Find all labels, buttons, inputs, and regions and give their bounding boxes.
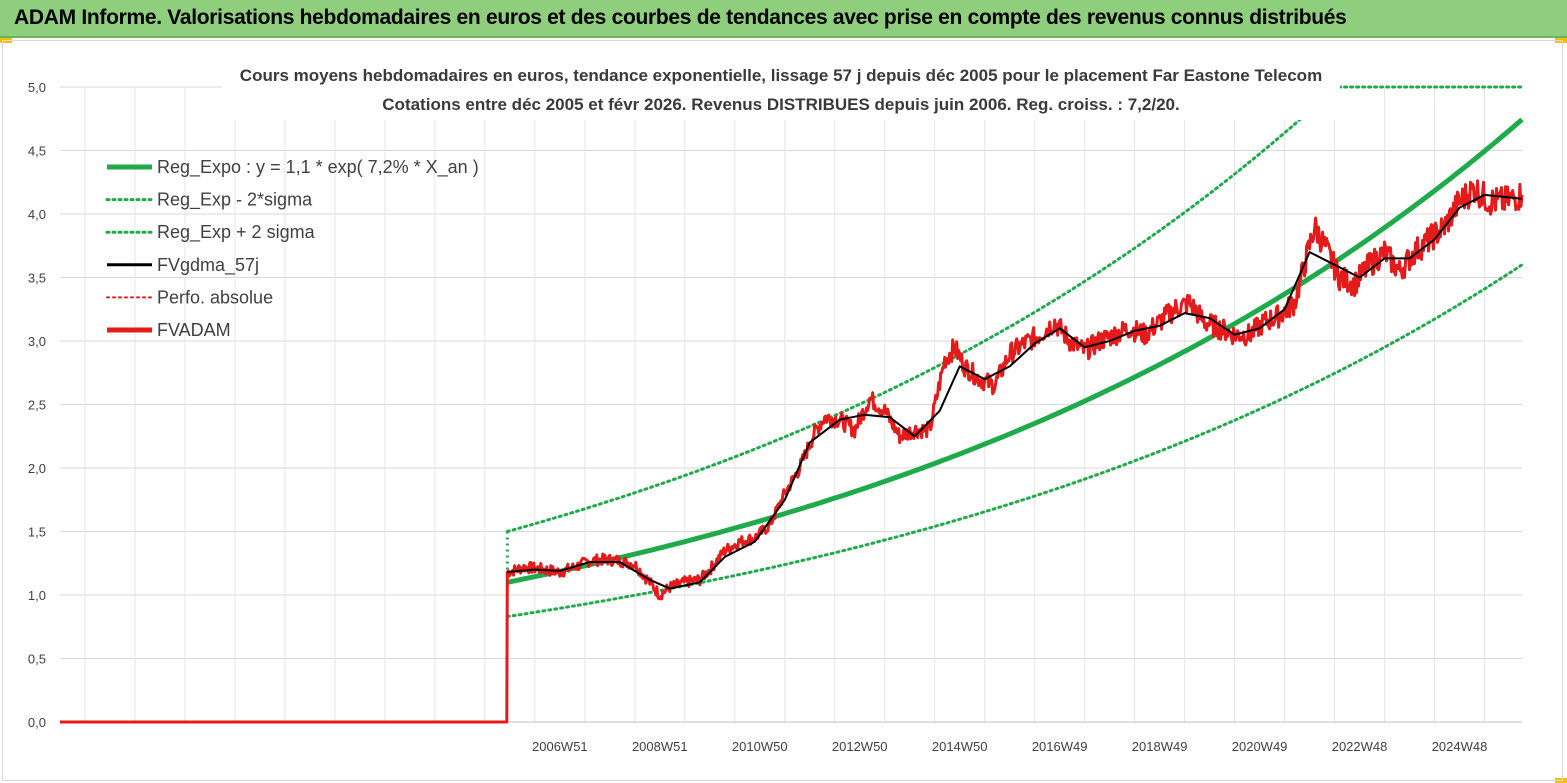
page-title: ADAM Informe. Valorisations hebdomadaire… xyxy=(14,6,1347,29)
legend-label: FVgdma_57j xyxy=(157,255,259,276)
title-backdrop xyxy=(222,60,1340,120)
y-tick-label: 1,0 xyxy=(28,588,46,603)
series-reg-exp-minus-2sigma xyxy=(505,263,1524,619)
y-tick-label: 0,5 xyxy=(28,652,46,667)
y-tick-label: 3,0 xyxy=(28,334,46,349)
y-tick-label: 4,0 xyxy=(28,207,46,222)
legend: Reg_Expo : y = 1,1 * exp( 7,2% * X_an ) R… xyxy=(105,157,479,340)
legend-label: Reg_Exp + 2 sigma xyxy=(157,222,316,243)
legend-label: Reg_Expo : y = 1,1 * exp( 7,2% * X_an ) xyxy=(157,157,479,178)
grid-lines xyxy=(60,86,1522,723)
x-tick-label: 2014W50 xyxy=(932,739,988,754)
x-tick-label: 2008W51 xyxy=(632,739,688,754)
x-tick-label: 2022W48 xyxy=(1332,739,1388,754)
series-fvgdma-57j xyxy=(507,193,1523,590)
y-tick-label: 5,0 xyxy=(28,80,46,95)
series-reg-expo xyxy=(506,117,1524,585)
chart-title-line1: Cours moyens hebdomadaires en euros, ten… xyxy=(240,66,1322,85)
chart-title-line2: Cotations entre déc 2005 et févr 2026. R… xyxy=(382,95,1179,114)
legend-label: Perfo. absolue xyxy=(157,287,273,307)
x-tick-label: 2024W48 xyxy=(1432,739,1488,754)
header-banner: ADAM Informe. Valorisations hebdomadaire… xyxy=(0,0,1567,38)
x-tick-label: 2012W50 xyxy=(832,739,888,754)
x-tick-label: 2006W51 xyxy=(532,739,588,754)
x-tick-label: 2016W49 xyxy=(1032,739,1088,754)
y-tick-labels: 0,0 0,5 1,0 1,5 2,0 2,5 3,0 3,5 4,0 4,5 5,0 xyxy=(28,80,46,730)
y-tick-label: 3,5 xyxy=(28,271,46,286)
legend-label: FVADAM xyxy=(157,320,231,340)
x-tick-label: 2018W49 xyxy=(1132,739,1188,754)
y-tick-label: 2,5 xyxy=(28,398,46,413)
series-reg-exp-plus-2sigma xyxy=(505,89,1334,533)
y-tick-label: 2,0 xyxy=(28,461,46,476)
x-tick-label: 2010W50 xyxy=(732,739,788,754)
chart-area xyxy=(2,40,1563,781)
y-tick-label: 4,5 xyxy=(28,144,46,159)
series-fvadam xyxy=(60,179,1524,724)
y-tick-label: 0,0 xyxy=(28,715,46,730)
legend-label: Reg_Exp - 2*sigma xyxy=(157,190,313,211)
x-tick-labels: 2006W51 2008W51 2010W50 2012W50 2014W50 2016W… xyxy=(532,739,1487,754)
x-tick-label: 2020W49 xyxy=(1232,739,1288,754)
y-tick-label: 1,5 xyxy=(28,525,46,540)
